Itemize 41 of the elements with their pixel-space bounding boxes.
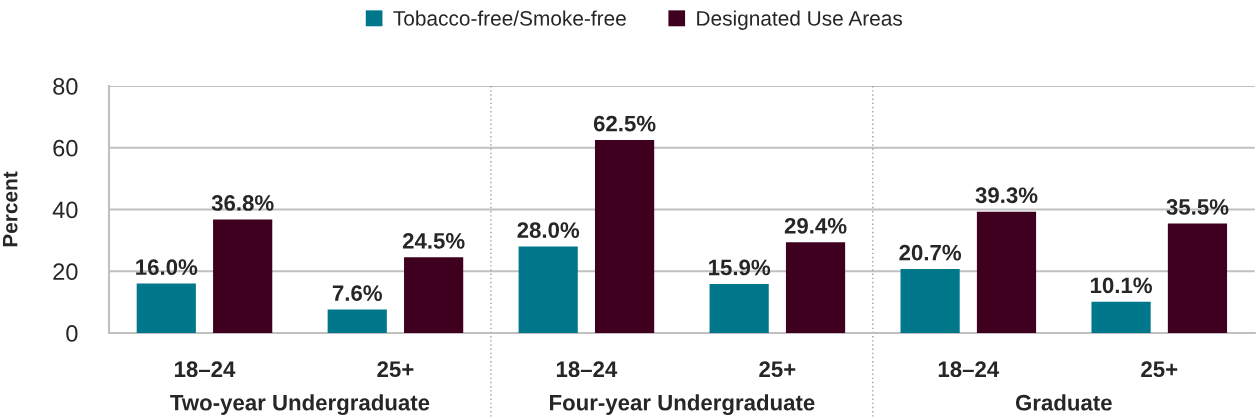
data-label: 35.5% — [1166, 199, 1229, 215]
bar — [900, 269, 960, 333]
bar — [1091, 301, 1151, 333]
data-label: 7.6% — [332, 285, 382, 301]
x-tick-label: 25+ — [759, 361, 796, 378]
bar — [594, 140, 655, 333]
data-label: 24.5% — [402, 233, 465, 249]
legend-label: Designated Use Areas — [697, 10, 903, 30]
legend-label: Tobacco-free/Smoke-free — [393, 10, 626, 26]
bar — [213, 219, 273, 333]
text: Graduate — [1015, 394, 1112, 411]
y-tick-label: 20 — [53, 263, 78, 281]
bar — [976, 211, 1037, 333]
y-tick-label: 80 — [53, 78, 78, 95]
y-tick-label: 40 — [52, 201, 78, 219]
bar — [709, 283, 769, 333]
x-tick-label: 25+ — [1141, 361, 1178, 378]
data-label: 62.5% — [593, 115, 656, 132]
y-tick-label: 0 — [66, 325, 78, 342]
x-tick-label: 18–24 — [556, 361, 618, 378]
x-tick-label: 18–24 — [174, 361, 236, 378]
data-label: 10.1% — [1090, 277, 1152, 294]
data-label: 16.0% — [136, 259, 198, 276]
data-label: 36.8% — [211, 195, 274, 211]
x-tick-label: 25+ — [377, 361, 414, 378]
text: Two-year Undergraduate — [170, 394, 430, 416]
data-label: 15.9% — [709, 259, 771, 276]
bar — [1167, 223, 1228, 333]
data-label: 28.0% — [517, 222, 580, 238]
bar — [785, 242, 846, 333]
data-label: 29.4% — [784, 217, 847, 234]
text: Four-year Undergraduate — [550, 394, 815, 416]
bar — [136, 283, 196, 333]
y-axis-title: Percent — [2, 171, 18, 247]
bar — [518, 246, 578, 333]
data-label: 20.7% — [899, 244, 962, 261]
bar — [404, 257, 464, 333]
bar — [327, 309, 387, 333]
x-tick-label: 18–24 — [938, 361, 1000, 378]
data-label: 39.3% — [975, 187, 1038, 204]
y-tick-label: 60 — [53, 139, 78, 157]
